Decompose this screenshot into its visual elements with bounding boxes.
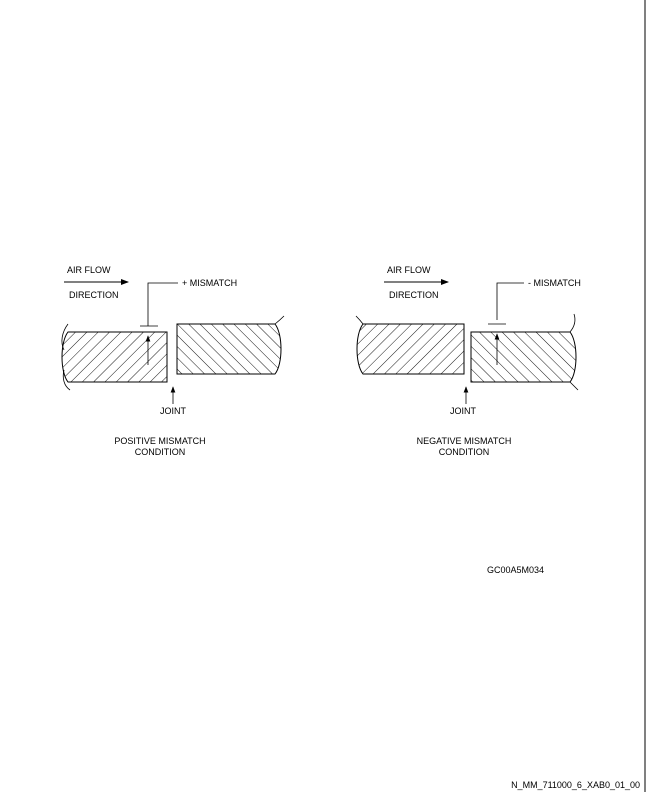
- airflow-label: AIR FLOW: [67, 265, 111, 275]
- mismatch-leader-line: [496, 282, 524, 320]
- direction-label: DIRECTION: [389, 290, 439, 300]
- direction-label: DIRECTION: [69, 290, 119, 300]
- caption-line2: CONDITION: [135, 447, 186, 457]
- negative-mismatch-panel: AIR FLOW DIRECTION - MISMATCH JOINT NEGA…: [355, 265, 581, 457]
- joint-label: JOINT: [450, 406, 477, 416]
- positive-mismatch-panel: AIR FLOW DIRECTION + MISMATCH JOINT POSI…: [61, 265, 285, 457]
- figure-code: GC00A5M034: [487, 565, 544, 575]
- upstream-segment: [61, 331, 168, 383]
- downstream-segment: [470, 331, 577, 383]
- downstream-segment: [176, 323, 282, 375]
- footer-reference: N_MM_711000_6_XAB0_01_00: [511, 780, 640, 790]
- caption-line1: POSITIVE MISMATCH: [114, 436, 205, 446]
- upstream-segment: [356, 323, 465, 375]
- caption-line2: CONDITION: [439, 447, 490, 457]
- mismatch-label: + MISMATCH: [182, 278, 237, 288]
- joint-label: JOINT: [160, 406, 187, 416]
- mismatch-leader-line: [147, 282, 178, 326]
- airflow-label: AIR FLOW: [387, 265, 431, 275]
- caption-line1: NEGATIVE MISMATCH: [417, 436, 512, 446]
- mismatch-label: - MISMATCH: [528, 278, 581, 288]
